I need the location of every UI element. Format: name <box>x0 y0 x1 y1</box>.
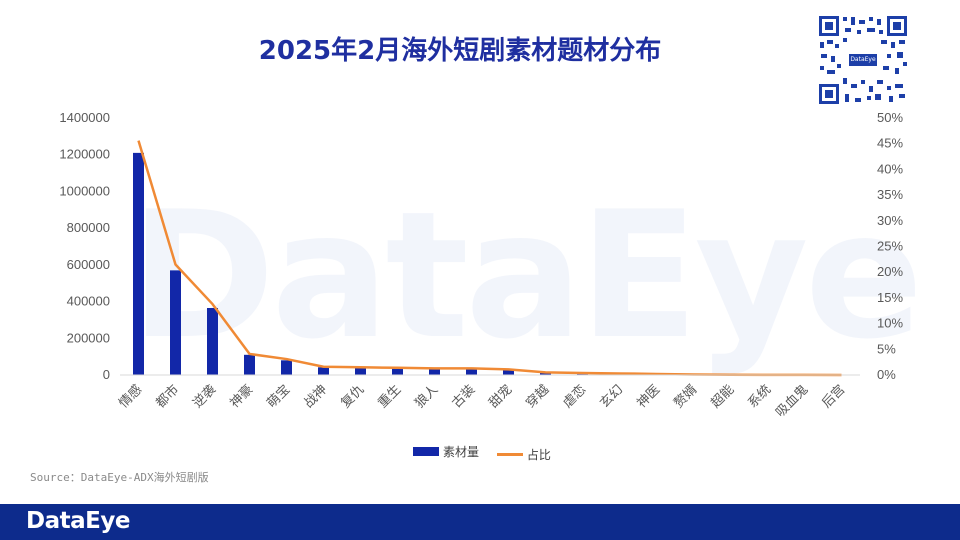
x-tick-label: 战神 <box>301 382 330 411</box>
footer-logo: DataEye <box>26 508 130 534</box>
x-tick-label: 赘婿 <box>671 382 701 412</box>
chart-title: 2025年2月海外短剧素材题材分布 <box>258 36 662 66</box>
y-tick-label-right: 0% <box>877 367 896 382</box>
x-tick-label: 情感 <box>116 382 146 412</box>
x-tick-label: 神医 <box>634 382 663 411</box>
x-tick-label: 玄幻 <box>597 382 626 411</box>
x-tick-label: 重生 <box>375 382 405 412</box>
qr-brand-label: DataEye <box>849 54 877 66</box>
y-axis-left: 0 200000 400000 600000 800000 1000000 1200000 1… <box>59 110 110 382</box>
bar <box>244 354 255 375</box>
x-tick-label: 超能 <box>708 382 737 411</box>
bar <box>392 368 403 375</box>
footer-bar: DataEye <box>0 504 960 540</box>
legend-item-bar: 素材量 <box>413 443 479 460</box>
qr-code-graphic <box>817 14 909 106</box>
x-tick-label: 系统 <box>745 382 774 411</box>
x-tick-label: 神豪 <box>227 382 257 412</box>
y-tick-label-left: 1000000 <box>59 183 110 198</box>
bar <box>207 307 218 375</box>
x-tick-label: 逆袭 <box>190 382 220 412</box>
y-tick-label-left: 400000 <box>67 294 110 309</box>
x-tick-label: 穿越 <box>523 382 553 412</box>
y-tick-label-left: 0 <box>103 367 110 382</box>
legend-item-line: 占比 <box>496 446 551 463</box>
bar <box>170 270 181 375</box>
legend-label-line: 占比 <box>526 448 551 462</box>
y-tick-label-right: 15% <box>877 290 903 305</box>
x-axis: 情感 都市 逆袭 神豪 萌宝 战神 复仇 重生 狼人 古装 甜宠 穿越 虐恋 玄幻 神医 赘婿 超能 系统吸血鬼后… <box>116 374 860 421</box>
x-tick-label: 萌宝 <box>264 382 293 411</box>
y-axis-right: 0% 5% 10% 15% 20% 25% 30% 35% 40% 45% 50% <box>877 110 903 382</box>
y-tick-label-right: 30% <box>877 213 903 228</box>
x-tick-label: 后宫 <box>819 382 848 411</box>
bar <box>318 367 329 375</box>
share-line <box>137 140 842 377</box>
legend-swatch-line <box>496 453 523 456</box>
x-tick-label: 复仇 <box>338 382 367 411</box>
y-tick-label-left: 800000 <box>67 220 110 235</box>
bar <box>540 372 551 375</box>
x-tick-label: 虐恋 <box>560 382 590 412</box>
x-tick-label: 都市 <box>153 382 183 412</box>
x-tick-label: 甜宠 <box>486 382 516 412</box>
qr-code-icon: DataEye <box>817 14 909 106</box>
x-tick-label: 古装 <box>449 382 478 411</box>
chart-area: 0 200000 400000 600000 800000 1000000 1200000 1… <box>59 110 903 421</box>
line-series <box>137 140 842 377</box>
y-tick-label-left: 1400000 <box>59 110 110 125</box>
bar <box>429 368 440 375</box>
bar <box>503 369 514 375</box>
y-tick-label-left: 600000 <box>67 257 110 272</box>
bar-series <box>133 152 847 376</box>
bar <box>466 368 477 375</box>
bar <box>281 360 292 375</box>
x-tick-label: 狼人 <box>412 382 441 411</box>
x-tick-label: 吸血鬼 <box>772 382 811 421</box>
y-tick-label-left: 1200000 <box>59 147 110 162</box>
legend-swatch-bar <box>413 447 439 456</box>
bar <box>355 367 366 375</box>
y-tick-label-left: 200000 <box>67 330 110 345</box>
y-tick-label-right: 45% <box>877 136 903 151</box>
y-tick-label-right: 20% <box>877 264 903 279</box>
y-tick-label-right: 5% <box>877 341 896 356</box>
y-tick-label-right: 35% <box>877 187 903 202</box>
y-tick-label-right: 50% <box>877 110 903 125</box>
bar <box>133 152 144 375</box>
y-tick-label-right: 25% <box>877 239 903 254</box>
legend-label-bar: 素材量 <box>443 445 480 459</box>
y-tick-label-right: 40% <box>877 161 903 176</box>
y-tick-label-right: 10% <box>877 316 903 331</box>
source-note: Source：DataEye-ADX海外短剧版 <box>30 471 209 484</box>
legend: 素材量 占比 <box>413 443 565 463</box>
